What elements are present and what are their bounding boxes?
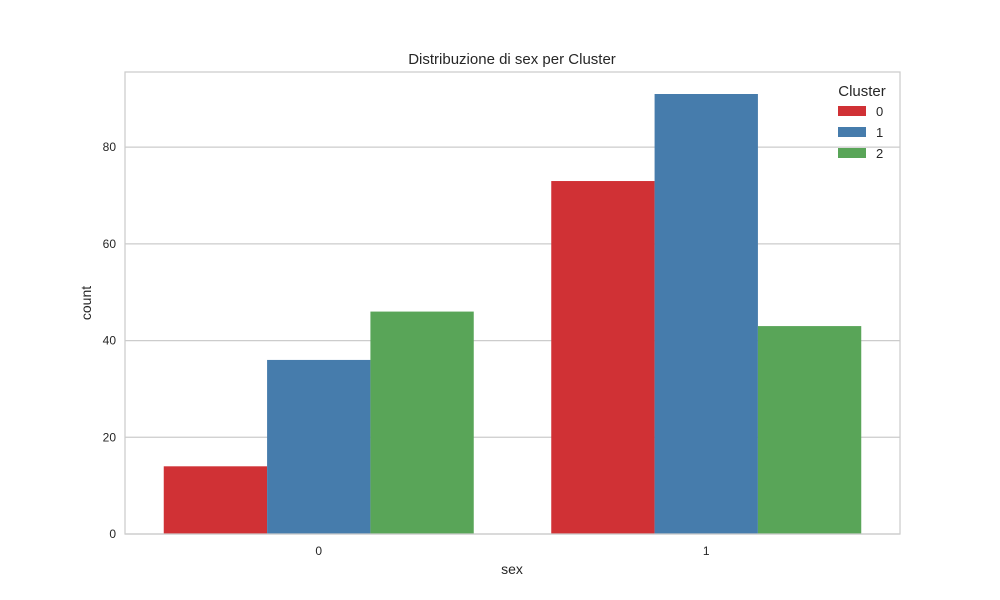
y-tick-label: 60: [103, 237, 117, 251]
legend: Cluster 0 1 2: [838, 83, 886, 161]
y-tick-label: 0: [109, 527, 116, 541]
plot-frame: [124, 71, 901, 535]
bar-cluster-2-sex-0: [370, 311, 474, 534]
chart-title: Distribuzione di sex per Cluster: [408, 51, 616, 68]
bar-cluster-1-sex-0: [267, 359, 371, 534]
y-tick-label: 20: [103, 430, 117, 444]
y-tick-label: 80: [103, 140, 117, 154]
legend-label-1: 1: [876, 125, 883, 140]
y-axis-label: count: [78, 286, 94, 320]
bar-cluster-0-sex-1: [551, 181, 655, 535]
bar-cluster-2-sex-1: [757, 326, 862, 534]
y-axis-ticks: 0 20 40 60 80: [103, 140, 117, 541]
x-axis-label: sex: [501, 561, 523, 577]
legend-swatch-2: [838, 148, 866, 158]
bar-cluster-1-sex-1: [654, 94, 758, 534]
bars: [163, 94, 862, 535]
legend-label-2: 2: [876, 146, 883, 161]
legend-label-0: 0: [876, 104, 883, 119]
x-tick-label: 1: [703, 544, 710, 558]
legend-swatch-1: [838, 127, 866, 137]
legend-swatch-0: [838, 106, 866, 116]
y-tick-label: 40: [103, 334, 117, 348]
legend-title: Cluster: [838, 83, 886, 100]
x-tick-label: 0: [315, 544, 322, 558]
bar-cluster-0-sex-0: [163, 466, 268, 534]
